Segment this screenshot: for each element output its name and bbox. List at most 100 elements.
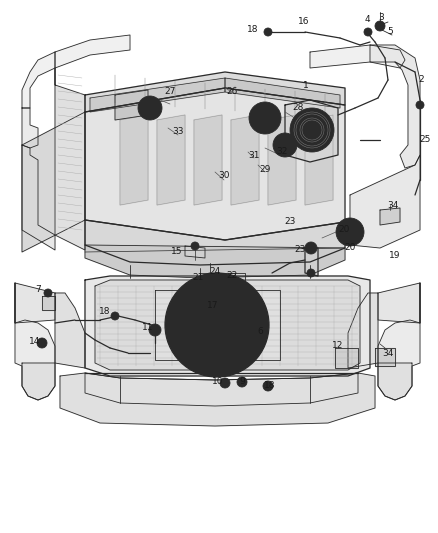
Polygon shape (55, 35, 130, 68)
Polygon shape (228, 273, 245, 286)
Circle shape (220, 378, 230, 388)
Text: 7: 7 (35, 286, 41, 295)
Text: 24: 24 (209, 268, 221, 277)
Polygon shape (185, 246, 205, 258)
Polygon shape (178, 290, 210, 323)
Polygon shape (155, 290, 280, 360)
Circle shape (375, 21, 385, 31)
Polygon shape (378, 363, 412, 400)
Text: 16: 16 (298, 18, 310, 27)
Text: 33: 33 (172, 126, 184, 135)
Text: 18: 18 (264, 381, 276, 390)
Polygon shape (95, 280, 360, 370)
Text: 34: 34 (387, 201, 399, 211)
Circle shape (207, 315, 227, 335)
Polygon shape (85, 245, 345, 278)
Polygon shape (335, 348, 358, 368)
Polygon shape (115, 90, 148, 120)
Circle shape (273, 133, 297, 157)
Polygon shape (378, 283, 420, 400)
Text: 10: 10 (212, 377, 224, 386)
Polygon shape (380, 208, 400, 225)
Text: 11: 11 (142, 324, 154, 333)
Text: 14: 14 (29, 336, 41, 345)
Polygon shape (310, 45, 405, 68)
Polygon shape (305, 248, 318, 276)
Text: 5: 5 (387, 28, 393, 36)
Polygon shape (231, 115, 259, 205)
Polygon shape (22, 145, 55, 250)
Text: 27: 27 (164, 87, 176, 96)
Polygon shape (378, 283, 420, 323)
Polygon shape (350, 155, 420, 248)
Polygon shape (22, 52, 55, 108)
Circle shape (138, 96, 162, 120)
Circle shape (290, 108, 334, 152)
Text: 21: 21 (192, 273, 204, 282)
Circle shape (256, 109, 274, 127)
Polygon shape (85, 276, 370, 376)
Polygon shape (225, 78, 340, 108)
Polygon shape (375, 348, 395, 366)
Circle shape (237, 377, 247, 387)
Text: 19: 19 (389, 252, 401, 261)
Text: 23: 23 (284, 216, 296, 225)
Polygon shape (157, 115, 185, 205)
Text: 6: 6 (257, 327, 263, 336)
Text: 20: 20 (338, 224, 350, 233)
Circle shape (201, 309, 233, 341)
Circle shape (298, 116, 326, 144)
Polygon shape (370, 45, 420, 168)
Polygon shape (22, 112, 85, 252)
Polygon shape (60, 373, 375, 426)
Polygon shape (22, 363, 55, 400)
Polygon shape (55, 293, 85, 368)
Polygon shape (348, 293, 378, 368)
Circle shape (336, 218, 364, 246)
Text: 9: 9 (239, 376, 245, 385)
Polygon shape (85, 373, 358, 406)
Circle shape (278, 138, 292, 152)
Circle shape (165, 273, 269, 377)
Circle shape (416, 101, 424, 109)
Polygon shape (55, 68, 85, 250)
Circle shape (249, 102, 281, 134)
Polygon shape (194, 115, 222, 205)
Polygon shape (200, 273, 235, 286)
Circle shape (307, 269, 315, 277)
Text: 25: 25 (419, 135, 431, 144)
Text: 18: 18 (99, 308, 111, 317)
Text: 34: 34 (382, 350, 394, 359)
Circle shape (264, 28, 272, 36)
Text: 26: 26 (226, 86, 238, 95)
Circle shape (364, 28, 372, 36)
Circle shape (111, 312, 119, 320)
Text: 30: 30 (218, 172, 230, 181)
Polygon shape (90, 78, 225, 112)
Text: 28: 28 (292, 102, 304, 111)
Text: 1: 1 (303, 82, 309, 91)
Text: 31: 31 (248, 150, 260, 159)
Text: 18: 18 (247, 26, 259, 35)
Polygon shape (305, 115, 333, 205)
Polygon shape (15, 283, 55, 400)
Circle shape (205, 273, 215, 283)
Circle shape (305, 242, 317, 254)
Circle shape (37, 338, 47, 348)
Circle shape (44, 289, 52, 297)
Polygon shape (15, 283, 55, 323)
Polygon shape (120, 115, 148, 205)
Polygon shape (268, 115, 296, 205)
Polygon shape (85, 220, 345, 265)
Text: 32: 32 (276, 148, 288, 157)
Text: 15: 15 (171, 246, 183, 255)
Polygon shape (22, 108, 38, 148)
Text: 2: 2 (418, 76, 424, 85)
Text: 4: 4 (364, 15, 370, 25)
Text: 17: 17 (207, 302, 219, 311)
Circle shape (169, 277, 265, 373)
Circle shape (191, 242, 199, 250)
Polygon shape (85, 72, 345, 112)
Circle shape (212, 320, 222, 330)
Text: 12: 12 (332, 341, 344, 350)
